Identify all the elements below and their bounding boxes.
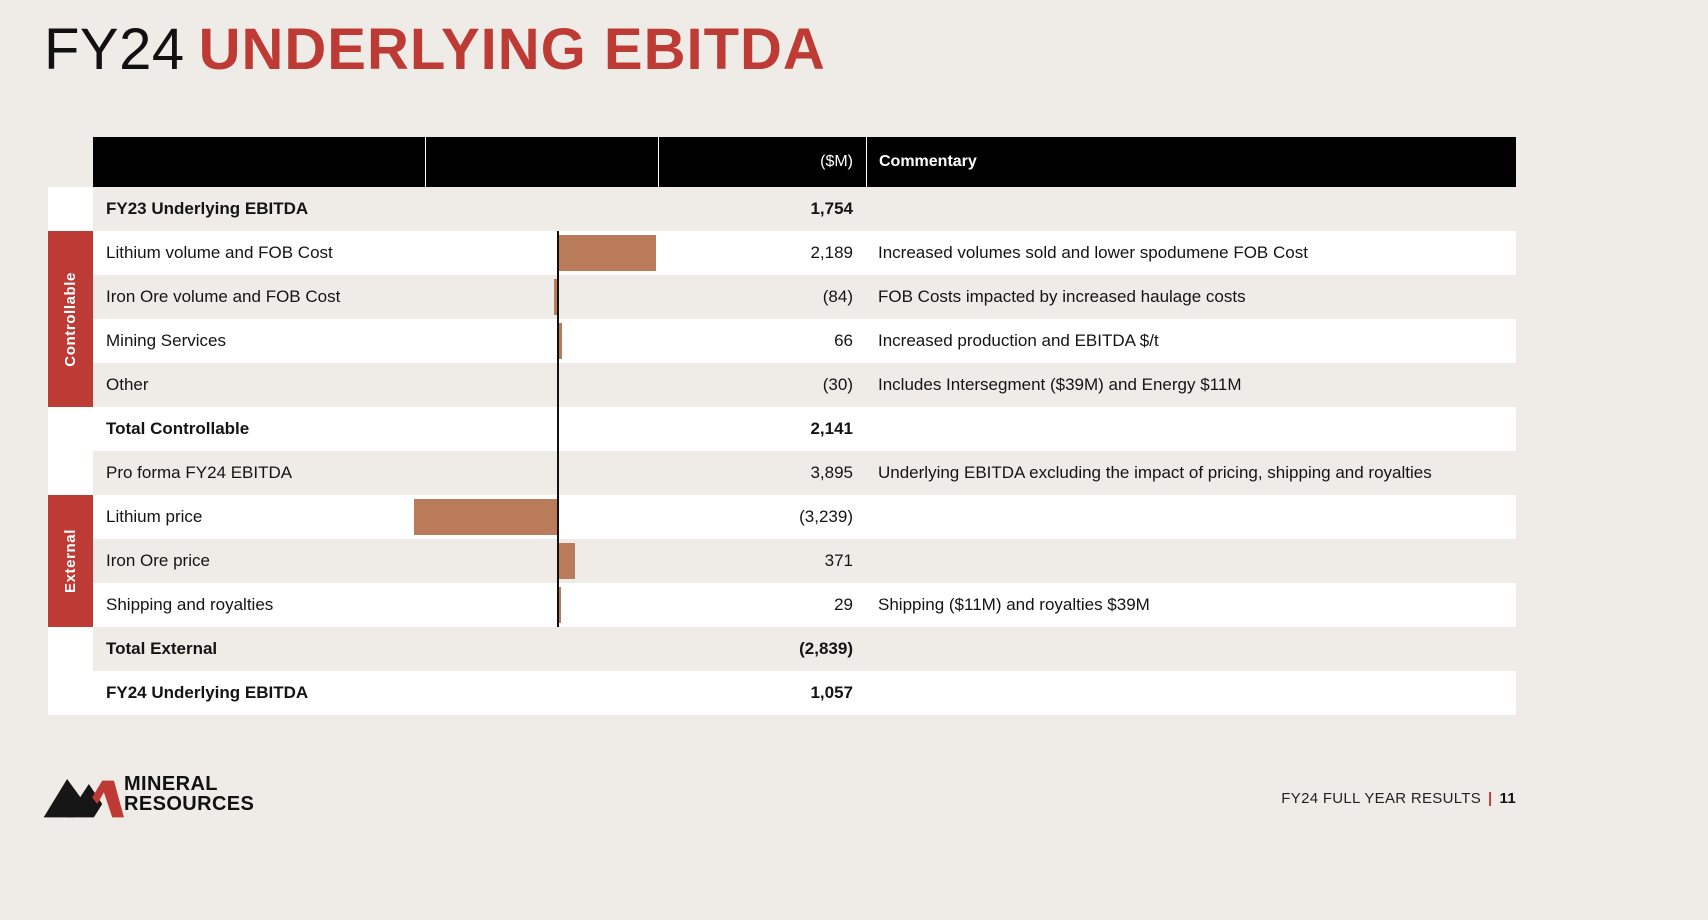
table-row: Other (30) Includes Intersegment ($39M) an… <box>93 363 1516 407</box>
waterfall-bar <box>554 279 558 315</box>
row-value: 3,895 <box>810 463 853 482</box>
row-group-label: Controllable <box>62 271 79 367</box>
row-value: (2,839) <box>799 639 853 658</box>
header-commentary: Commentary <box>866 137 1516 187</box>
header-label-col <box>93 137 425 187</box>
header-unit: ($M) <box>658 137 866 187</box>
row-label: Iron Ore volume and FOB Cost <box>106 287 341 306</box>
waterfall-bar <box>414 499 558 535</box>
page-title: FY24 UNDERLYING EBITDA <box>44 16 826 83</box>
row-value: (30) <box>822 375 853 394</box>
results-label: FY24 FULL YEAR RESULTS <box>1281 790 1482 807</box>
row-value: (84) <box>822 287 853 306</box>
row-label: FY24 Underlying EBITDA <box>106 683 309 702</box>
row-commentary: Includes Intersegment ($39M) and Energy … <box>878 375 1242 394</box>
table-row: Iron Ore volume and FOB Cost (84) FOB Cost… <box>93 275 1516 319</box>
footer-brand: MINERAL RESOURCES <box>42 768 254 820</box>
row-value: 2,189 <box>810 243 853 262</box>
brand-line2: RESOURCES <box>124 793 255 815</box>
row-value: 371 <box>824 551 853 570</box>
table-row: FY23 Underlying EBITDA 1,754 <box>93 187 1516 231</box>
footer-separator: | <box>1488 790 1493 807</box>
table-row: Pro forma FY24 EBITDA 3,895 Underlying EBI… <box>93 451 1516 495</box>
table-row: Shipping and royalties 29 Shipping ($11M) … <box>93 583 1516 627</box>
page-number: 11 <box>1499 790 1516 807</box>
table-row: FY24 Underlying EBITDA 1,057 <box>93 671 1516 715</box>
table-header: ($M) Commentary <box>93 137 1516 187</box>
row-commentary: Shipping ($11M) and royalties $39M <box>878 595 1150 614</box>
waterfall-bar <box>559 323 562 359</box>
row-commentary: Increased production and EBITDA $/t <box>878 331 1159 350</box>
waterfall-bar <box>559 235 656 271</box>
row-label: Lithium price <box>106 507 203 526</box>
mineral-resources-logo <box>43 778 124 818</box>
table-row: Lithium price (3,239) <box>93 495 1516 539</box>
row-label: Other <box>106 375 149 394</box>
waterfall-baseline <box>557 231 559 627</box>
row-value: 66 <box>834 331 853 350</box>
brand-name: MINERAL RESOURCES <box>124 772 255 815</box>
waterfall-bar <box>559 587 561 623</box>
waterfall-bar <box>559 543 576 579</box>
table-body: FY23 Underlying EBITDA 1,754 Lithium volum… <box>93 187 1516 715</box>
row-label: FY23 Underlying EBITDA <box>106 199 309 218</box>
row-value: 1,057 <box>810 683 853 702</box>
row-label: Mining Services <box>106 331 226 350</box>
row-value: 1,754 <box>810 199 853 218</box>
row-group-label: External <box>62 529 79 593</box>
row-commentary: FOB Costs impacted by increased haulage … <box>878 287 1246 306</box>
row-label: Pro forma FY24 EBITDA <box>106 463 293 482</box>
row-label: Total Controllable <box>106 419 250 438</box>
row-label: Shipping and royalties <box>106 595 274 614</box>
row-value: 29 <box>834 595 853 614</box>
table-row: Iron Ore price 371 <box>93 539 1516 583</box>
row-label: Iron Ore price <box>106 551 210 570</box>
row-label: Total External <box>106 639 218 658</box>
table-row: Mining Services 66 Increased production an… <box>93 319 1516 363</box>
header-bar-col <box>425 137 658 187</box>
row-value: (3,239) <box>799 507 853 526</box>
brand-line1: MINERAL <box>124 772 218 795</box>
table-row: Total External (2,839) <box>93 627 1516 671</box>
table-row: Total Controllable 2,141 <box>93 407 1516 451</box>
row-group-band-external: External <box>48 495 93 627</box>
title-main: UNDERLYING EBITDA <box>198 17 826 82</box>
row-value: 2,141 <box>810 419 853 438</box>
table-row: Lithium volume and FOB Cost 2,189 Increase… <box>93 231 1516 275</box>
row-group-band-controllable: Controllable <box>48 231 93 407</box>
row-commentary: Underlying EBITDA excluding the impact o… <box>878 463 1432 482</box>
row-commentary: Increased volumes sold and lower spodume… <box>878 243 1308 262</box>
row-label: Lithium volume and FOB Cost <box>106 243 333 262</box>
footer-pagination: FY24 FULL YEAR RESULTS | 11 <box>1281 790 1516 807</box>
ebitda-waterfall-table: Controllable External ($M) Commentary FY2… <box>48 137 1516 715</box>
title-prefix: FY24 <box>44 17 185 82</box>
